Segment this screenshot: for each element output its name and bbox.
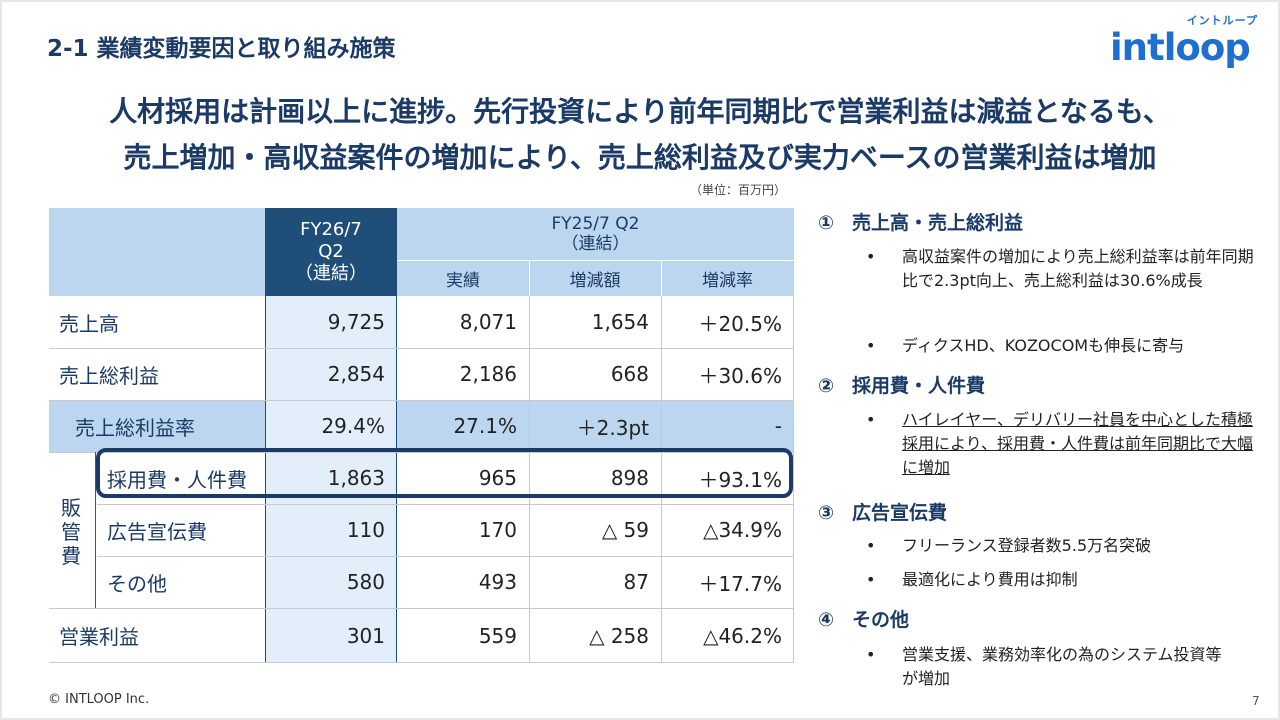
financial-table: FY26/7 Q2 （連結） FY25/7 Q2 （連結） 実績 増減額 増減率… bbox=[49, 208, 794, 663]
fy25-header-line1: FY25/7 Q2 bbox=[551, 214, 640, 234]
bullet-text: 営業支援、業務効率化の為のシステム投資等が増加 bbox=[902, 645, 1222, 688]
cell-actual: 170 bbox=[478, 518, 517, 542]
cell-rate: ＋93.1% bbox=[698, 467, 782, 492]
bullet-dot: • bbox=[866, 536, 876, 555]
row-label: その他 bbox=[107, 571, 167, 596]
fy26-header: FY26/7 Q2 （連結） bbox=[265, 208, 397, 296]
fy26-header-line3: （連結） bbox=[295, 263, 367, 284]
intloop-logo: イントループ intloop bbox=[1110, 12, 1260, 72]
cell-diff: △ 258 bbox=[589, 623, 649, 648]
subheader-actual: 実績 bbox=[397, 260, 529, 296]
bullet-dot: • bbox=[866, 570, 876, 589]
cell-fy26: 580 bbox=[346, 570, 385, 594]
cell-diff: 668 bbox=[610, 362, 649, 386]
copyright-footer: © INTLOOP Inc. bbox=[48, 692, 150, 707]
fy25-header: FY25/7 Q2 （連結） bbox=[397, 208, 794, 260]
note-title: その他 bbox=[852, 609, 910, 631]
cell-rate: △46.2% bbox=[703, 623, 782, 648]
bullet-text: ディクスHD、KOZOCOMも伸長に寄与 bbox=[902, 336, 1185, 355]
cell-actual: 493 bbox=[478, 570, 517, 594]
note-mark: ③ bbox=[818, 502, 835, 524]
table-header-blank bbox=[49, 208, 265, 296]
fy26-header-line2: Q2 bbox=[318, 241, 344, 262]
row-label: 売上総利益 bbox=[59, 363, 159, 388]
bullet-dot: • bbox=[866, 645, 876, 664]
headline-line-1: 人材採用は計画以上に進捗。先行投資により前年同期比で営業利益は減益となるも、 bbox=[109, 95, 1171, 128]
cell-rate: ＋20.5% bbox=[698, 311, 782, 336]
fy25-header-line2: （連結） bbox=[561, 234, 630, 254]
note-mark: ① bbox=[818, 212, 835, 234]
highlight-frame bbox=[96, 448, 793, 498]
cell-diff: 898 bbox=[610, 466, 649, 490]
section-title: 2-1 業績変動要因と取り組み施策 bbox=[47, 36, 396, 62]
cell-fy26: 29.4% bbox=[321, 414, 385, 438]
note-title: 売上高・売上総利益 bbox=[852, 212, 1024, 234]
fy26-header-line1: FY26/7 bbox=[300, 219, 362, 240]
cell-actual: 965 bbox=[478, 466, 517, 490]
cell-actual: 559 bbox=[478, 623, 517, 648]
bullet-text: 高収益案件の増加により売上総利益率は前年同期比で2.3pt向上、売上総利益は30… bbox=[902, 247, 1254, 290]
logo-word: intloop bbox=[1110, 26, 1251, 69]
note-heading-3: ③ 広告宣伝費 bbox=[818, 498, 947, 525]
cell-rate: - bbox=[661, 400, 794, 452]
row-label: 売上高 bbox=[59, 311, 119, 336]
note-title: 広告宣伝費 bbox=[852, 502, 948, 524]
cell-rate: ＋17.7% bbox=[698, 571, 782, 596]
headline-line-2: 売上増加・高収益案件の増加により、売上総利益及び実力ベースの営業利益は増加 bbox=[123, 141, 1157, 174]
cell-fy26: 2,854 bbox=[327, 362, 385, 386]
logo-kana: イントループ bbox=[1186, 14, 1258, 27]
cell-fy26: 1,863 bbox=[327, 466, 385, 490]
cell-fy26: 110 bbox=[346, 518, 385, 542]
row-label: 採用費・人件費 bbox=[107, 467, 247, 492]
cell-actual: 27.1% bbox=[397, 400, 529, 452]
cell-actual: 2,186 bbox=[459, 362, 517, 386]
cell-fy26: 9,725 bbox=[327, 310, 385, 334]
subheader-diff: 増減額 bbox=[529, 260, 661, 296]
cell-diff: 87 bbox=[623, 570, 649, 594]
cell-actual: 8,071 bbox=[459, 310, 517, 334]
note-mark: ② bbox=[818, 375, 835, 397]
bullet-dot: • bbox=[866, 410, 876, 429]
bullet-dot: • bbox=[866, 336, 876, 355]
note-heading-1: ① 売上高・売上総利益 bbox=[818, 208, 1023, 235]
row-label: 広告宣伝費 bbox=[107, 519, 207, 544]
note-heading-4: ④ その他 bbox=[818, 605, 909, 632]
bullet-dot: • bbox=[866, 247, 876, 266]
unit-note: （単位：百万円） bbox=[690, 183, 787, 197]
cell-diff: ＋2.3pt bbox=[529, 400, 661, 452]
note-heading-2: ② 採用費・人件費 bbox=[818, 371, 985, 398]
bullet-text: 最適化により費用は抑制 bbox=[902, 570, 1078, 589]
cell-diff: △ 59 bbox=[601, 518, 649, 542]
bullet-text: フリーランス登録者数5.5万名突破 bbox=[902, 536, 1152, 555]
sga-group-label: 販管費 bbox=[61, 496, 81, 568]
fy26-column-bg bbox=[265, 296, 397, 663]
note-title: 採用費・人件費 bbox=[852, 375, 986, 397]
cell-rate: △34.9% bbox=[703, 518, 782, 542]
bullet-text: ハイレイヤー、デリバリー社員を中心とした積極採用により、採用費・人件費は前年同期… bbox=[902, 410, 1254, 477]
page-number: 7 bbox=[1252, 694, 1260, 708]
subheader-rate: 増減率 bbox=[661, 260, 794, 296]
note-mark: ④ bbox=[818, 609, 835, 631]
cell-fy26: 301 bbox=[346, 623, 385, 648]
cell-diff: 1,654 bbox=[591, 310, 649, 334]
row-label: 売上総利益率 bbox=[49, 400, 265, 452]
cell-rate: ＋30.6% bbox=[698, 363, 782, 388]
row-label: 営業利益 bbox=[59, 625, 139, 649]
